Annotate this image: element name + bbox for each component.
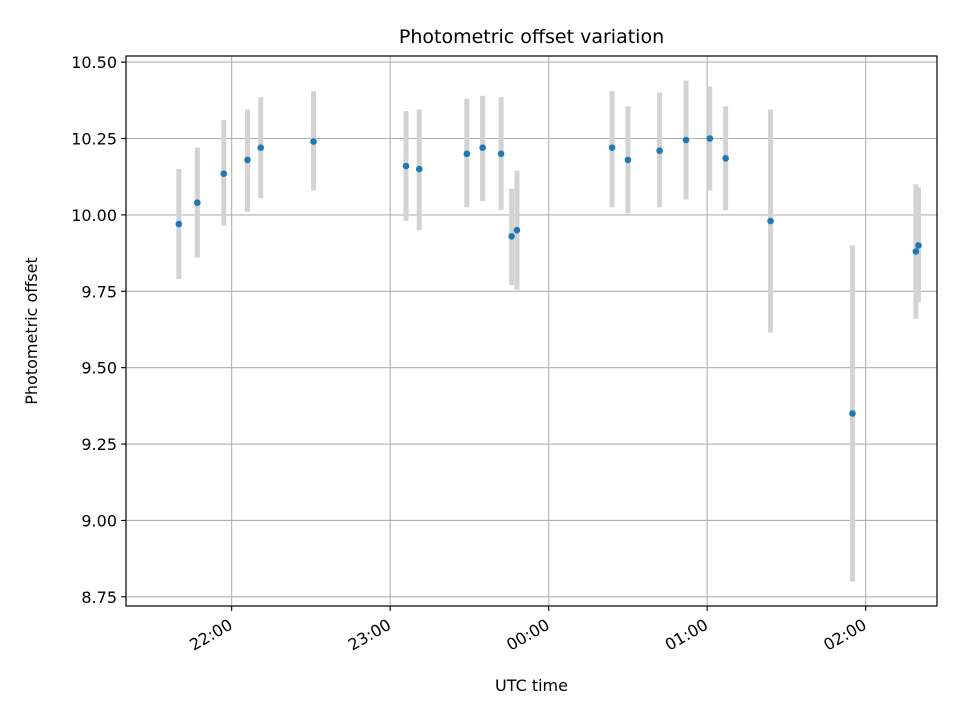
data-point xyxy=(656,147,663,155)
plot-frame xyxy=(125,55,938,607)
data-point xyxy=(257,144,265,151)
y-tick-label: 10.25 xyxy=(71,130,117,149)
data-points xyxy=(175,135,922,417)
chart-title: Photometric offset variation xyxy=(399,26,664,48)
data-point xyxy=(608,144,616,151)
data-point xyxy=(497,150,505,158)
y-tick-label: 10.50 xyxy=(71,53,117,72)
data-point xyxy=(194,199,201,206)
y-axis-ticks: 8.75 9.00 9.25 9.50 9.75 10.00 10.25 10.50 xyxy=(71,53,126,607)
x-axis-title: UTC time xyxy=(495,676,568,695)
data-point xyxy=(624,156,632,164)
data-point xyxy=(310,138,317,145)
data-point xyxy=(244,156,251,164)
data-point xyxy=(175,220,183,228)
y-tick-label: 10.00 xyxy=(71,206,117,225)
data-point xyxy=(463,150,471,158)
y-tick-label: 8.75 xyxy=(81,588,117,607)
y-tick-label: 9.50 xyxy=(81,359,117,378)
data-point xyxy=(915,242,922,249)
data-point xyxy=(415,165,423,173)
y-tick-label: 9.75 xyxy=(81,282,117,301)
data-point xyxy=(220,170,228,177)
data-point xyxy=(682,136,690,144)
y-tick-label: 9.25 xyxy=(81,435,117,454)
data-point xyxy=(722,155,729,162)
data-point xyxy=(513,226,521,234)
data-point xyxy=(706,135,714,142)
data-point xyxy=(402,162,410,170)
data-point xyxy=(767,217,774,225)
data-point xyxy=(479,144,486,151)
y-axis-title: Photometric offset xyxy=(22,257,41,405)
data-point xyxy=(912,248,920,255)
data-point xyxy=(849,410,856,417)
y-tick-label: 9.00 xyxy=(81,511,117,530)
data-point xyxy=(508,232,515,240)
